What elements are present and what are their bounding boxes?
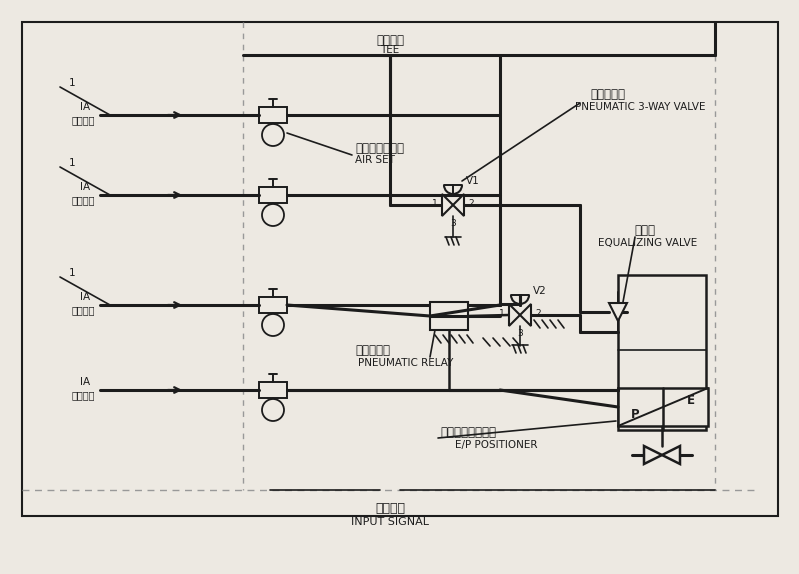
- Text: PNEUMATIC 3-WAY VALVE: PNEUMATIC 3-WAY VALVE: [575, 102, 706, 112]
- Text: 仪表气源: 仪表气源: [72, 390, 96, 400]
- Text: 电－气鄀门定位器: 电－气鄀门定位器: [440, 425, 496, 439]
- Polygon shape: [442, 194, 453, 216]
- Bar: [259, 107, 287, 123]
- Text: E/P POSITIONER: E/P POSITIONER: [455, 440, 538, 450]
- Circle shape: [262, 204, 284, 226]
- Text: 三通接头: 三通接头: [376, 33, 404, 46]
- Polygon shape: [509, 304, 520, 326]
- Text: IA: IA: [80, 377, 90, 387]
- Text: 1: 1: [69, 268, 75, 278]
- Bar: [259, 297, 287, 313]
- Text: 三通气控阀: 三通气控阀: [590, 88, 625, 102]
- Text: PNEUMATIC RELAY: PNEUMATIC RELAY: [358, 358, 453, 368]
- Text: 仪表气源: 仪表气源: [72, 305, 96, 315]
- Polygon shape: [644, 446, 662, 464]
- Circle shape: [262, 124, 284, 146]
- Text: 仪表气源: 仪表气源: [72, 195, 96, 205]
- Text: INPUT SIGNAL: INPUT SIGNAL: [351, 517, 429, 527]
- Bar: [618, 275, 706, 430]
- Text: 2: 2: [468, 199, 474, 207]
- Bar: [22, 22, 778, 516]
- Text: IA: IA: [80, 102, 90, 112]
- Text: 2: 2: [535, 308, 541, 317]
- Text: 平衡鄀: 平衡鄀: [634, 223, 655, 236]
- Text: AIR SET: AIR SET: [355, 155, 395, 165]
- Text: P: P: [630, 408, 639, 421]
- Bar: [430, 302, 468, 330]
- Circle shape: [262, 399, 284, 421]
- Polygon shape: [662, 446, 680, 464]
- Bar: [259, 187, 287, 203]
- Bar: [259, 382, 287, 398]
- Text: TEE: TEE: [380, 45, 400, 55]
- Text: 3: 3: [517, 328, 523, 338]
- Text: 1: 1: [432, 199, 438, 207]
- Text: 气动继动器: 气动继动器: [355, 343, 390, 356]
- Text: 空气过滤减压器: 空气过滤减压器: [355, 142, 404, 154]
- Bar: [618, 388, 708, 426]
- Text: 仪表气源: 仪表气源: [72, 115, 96, 125]
- Text: E: E: [687, 394, 695, 406]
- Text: V2: V2: [533, 286, 547, 296]
- Text: IA: IA: [80, 292, 90, 302]
- Polygon shape: [609, 303, 627, 321]
- Text: EQUALIZING VALVE: EQUALIZING VALVE: [598, 238, 698, 248]
- Text: 1: 1: [499, 308, 505, 317]
- Polygon shape: [453, 194, 464, 216]
- Text: V1: V1: [466, 176, 479, 186]
- Polygon shape: [520, 304, 531, 326]
- Text: 3: 3: [450, 219, 456, 227]
- Circle shape: [262, 314, 284, 336]
- Text: IA: IA: [80, 182, 90, 192]
- Text: 1: 1: [69, 78, 75, 88]
- Text: 输入信号: 输入信号: [375, 502, 405, 514]
- Text: 1: 1: [69, 158, 75, 168]
